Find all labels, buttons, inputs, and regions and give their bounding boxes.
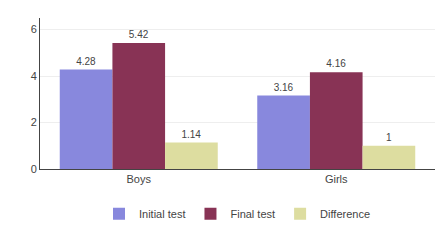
svg-text:5.42: 5.42 <box>129 29 149 40</box>
svg-text:Initial test: Initial test <box>139 208 185 220</box>
svg-text:2: 2 <box>31 116 37 128</box>
svg-text:Girls: Girls <box>325 173 348 185</box>
svg-text:4.16: 4.16 <box>326 58 346 69</box>
svg-text:1.14: 1.14 <box>181 129 201 140</box>
svg-text:4: 4 <box>31 70 37 82</box>
svg-text:4.28: 4.28 <box>76 56 96 67</box>
svg-text:3.16: 3.16 <box>274 82 294 93</box>
svg-text:1: 1 <box>386 132 392 143</box>
svg-text:6: 6 <box>31 23 37 35</box>
svg-text:Difference: Difference <box>320 208 370 220</box>
svg-text:Boys: Boys <box>127 173 152 185</box>
svg-text:Final test: Final test <box>230 208 275 220</box>
svg-text:0: 0 <box>31 163 37 175</box>
